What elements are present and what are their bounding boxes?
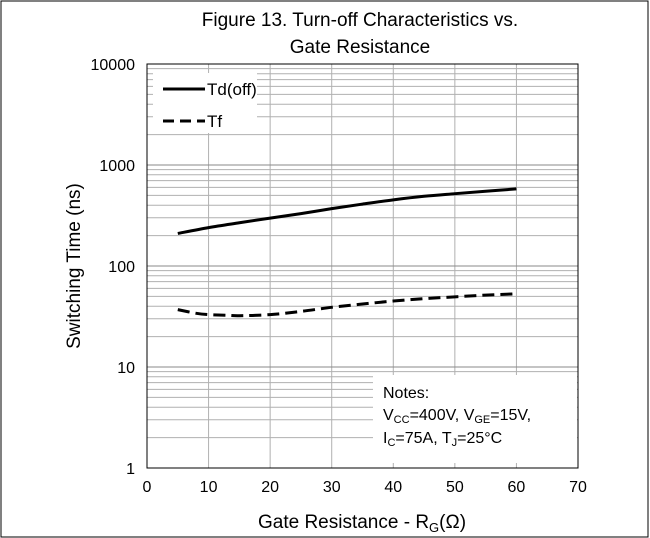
x-tick-label: 50 — [446, 479, 464, 496]
notes-text: I — [383, 430, 387, 447]
legend: Td(off) Tf — [153, 73, 257, 133]
x-axis-label-subscript: G — [429, 520, 439, 535]
notes-subscript: J — [452, 437, 458, 449]
legend-label-tf: Tf — [207, 112, 222, 131]
notes-text: =15V, — [490, 407, 531, 424]
notes-title: Notes: — [383, 385, 429, 402]
x-tick-label: 0 — [143, 479, 152, 496]
notes-subscript: CC — [394, 414, 410, 426]
legend-label-tdoff: Td(off) — [207, 80, 257, 99]
x-axis-label-unit: (Ω) — [439, 512, 466, 533]
tick-labels: 0 10 20 30 40 50 60 70 1 10 100 1000 10000 — [91, 57, 588, 496]
series-line-tf — [177, 292, 517, 318]
x-axis-label-main: Gate Resistance - R — [258, 512, 429, 533]
y-tick-label: 1000 — [99, 158, 135, 175]
notes-subscript: GE — [474, 414, 490, 426]
x-tick-label: 40 — [384, 479, 402, 496]
x-tick-label: 70 — [569, 479, 587, 496]
legend-box — [153, 73, 257, 133]
chart-title-line2: Gate Resistance — [290, 37, 430, 58]
plot-area-border — [146, 63, 579, 469]
y-tick-label: 10000 — [91, 57, 136, 74]
x-axis-label: Gate Resistance - RG(Ω) — [258, 512, 466, 535]
notes-subscript: C — [387, 437, 395, 449]
x-tick-label: 10 — [200, 479, 218, 496]
series-line-tdoff — [177, 187, 517, 235]
notes-box: Notes: VCC=400V, VGE=15V, IC=75A, TJ=25°… — [373, 375, 577, 463]
notes-line-conditions-current-temp: IC=75A, TJ=25°C — [383, 430, 502, 449]
x-tick-label: 60 — [508, 479, 526, 496]
x-tick-label: 30 — [323, 479, 341, 496]
y-tick-label: 1 — [126, 461, 135, 478]
series-lines — [177, 187, 517, 318]
notes-text: =75A, T — [395, 430, 451, 447]
chart-title-line1: Figure 13. Turn-off Characteristics vs. — [202, 10, 518, 31]
notes-text: =25°C — [457, 430, 502, 447]
x-tick-label: 20 — [261, 479, 279, 496]
notes-line-conditions-voltage: VCC=400V, VGE=15V, — [383, 407, 531, 426]
y-tick-label: 10 — [117, 360, 135, 377]
notes-text: =400V, V — [410, 407, 475, 424]
notes-background — [373, 375, 577, 463]
y-axis-label: Switching Time (ns) — [64, 183, 85, 349]
notes-text: V — [383, 407, 394, 424]
y-tick-label: 100 — [108, 259, 135, 276]
